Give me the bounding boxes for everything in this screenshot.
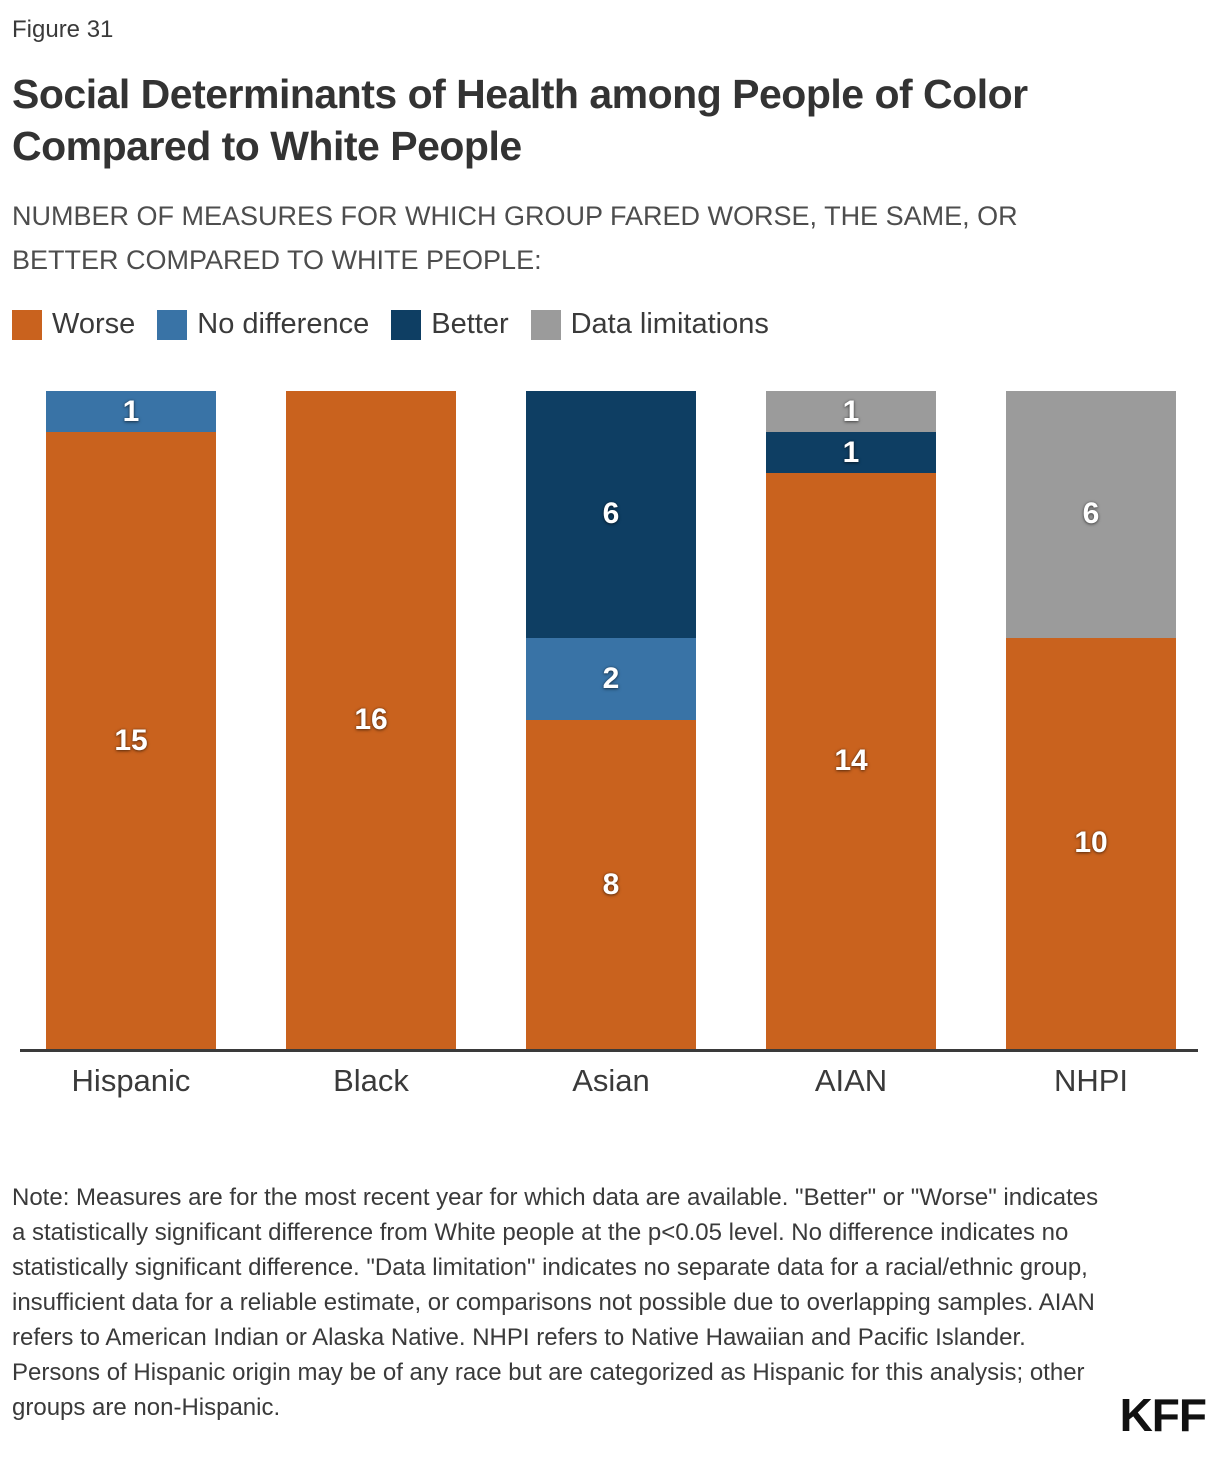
bar-segment-data_limitations: 1	[766, 391, 936, 433]
x-axis-line	[20, 1049, 1198, 1052]
bar-value-label: 6	[602, 497, 620, 531]
chart-title-line1: Social Determinants of Health among Peop…	[12, 71, 1028, 117]
bar-value-label: 6	[1082, 497, 1100, 531]
x-axis-label-aian: AIAN	[814, 1063, 888, 1098]
bar-value-label: 2	[602, 661, 620, 695]
bar-segment-no_difference: 2	[526, 637, 696, 720]
bar-hispanic: 15 1	[46, 391, 216, 1049]
bar-segment-worse: 10	[1006, 637, 1176, 1049]
bar-nhpi: 10 6	[1006, 391, 1176, 1049]
chart-subtitle: NUMBER OF MEASURES FOR WHICH GROUP FARED…	[12, 194, 1208, 282]
bar-asian: 8 2 6	[526, 391, 696, 1049]
chart-subtitle-line1: NUMBER OF MEASURES FOR WHICH GROUP FARED…	[12, 201, 1018, 231]
bar-value-label: 8	[602, 867, 620, 901]
x-axis-label-asian: Asian	[572, 1063, 650, 1098]
bar-segment-better: 6	[526, 391, 696, 638]
bar-segment-data_limitations: 6	[1006, 391, 1176, 638]
chart-title: Social Determinants of Health among Peop…	[12, 68, 1208, 172]
bar-value-label: 10	[1074, 826, 1108, 860]
bar-value-label: 1	[122, 394, 140, 428]
better-swatch-icon	[391, 309, 422, 340]
chart-title-line2: Compared to White People	[12, 123, 522, 169]
no_difference-swatch-icon	[157, 309, 188, 340]
bar-segment-worse: 15	[46, 432, 216, 1049]
chart-subtitle-line2: BETTER COMPARED TO WHITE PEOPLE:	[12, 245, 542, 275]
bar-segment-worse: 16	[286, 391, 456, 1049]
x-axis-label-black: Black	[333, 1063, 409, 1098]
figure-label: Figure 31	[12, 16, 114, 43]
legend-label: Worse	[52, 308, 136, 340]
note-text: Note: Measures are for the most recent y…	[12, 1184, 1099, 1421]
legend-item-better: Better	[391, 308, 509, 341]
bar-value-label: 1	[842, 394, 860, 428]
bar-value-label: 14	[834, 744, 868, 778]
bar-segment-worse: 8	[526, 720, 696, 1049]
legend: Worse No difference Better Data limitations	[12, 308, 1208, 341]
bar-value-label: 15	[114, 723, 148, 757]
legend-item-data_limitations: Data limitations	[530, 308, 769, 341]
legend-label: Data limitations	[570, 308, 769, 340]
data_limitations-swatch-icon	[530, 309, 561, 340]
bar-segment-worse: 14	[766, 473, 936, 1049]
x-axis-labels: Hispanic Black Asian AIAN NHPI	[12, 1064, 1208, 1098]
legend-item-worse: Worse	[12, 308, 135, 341]
bar-black: 16	[286, 391, 456, 1049]
bar-value-label: 1	[842, 435, 860, 469]
kff-logo: KFF	[1119, 1389, 1207, 1441]
bar-segment-better: 1	[766, 432, 936, 474]
bar-value-label: 16	[354, 703, 388, 736]
plot-area: 15 1 16 8 2 6 14 1 1 10 6	[12, 391, 1208, 1049]
bar-segment-no_difference: 1	[46, 391, 216, 433]
x-axis-label-hispanic: Hispanic	[71, 1063, 191, 1098]
legend-label: No difference	[197, 308, 370, 340]
x-axis-label-nhpi: NHPI	[1053, 1063, 1129, 1098]
bar-aian: 14 1 1	[766, 391, 936, 1049]
legend-item-no_difference: No difference	[157, 308, 369, 341]
legend-label: Better	[431, 308, 509, 340]
worse-swatch-icon	[12, 309, 42, 340]
